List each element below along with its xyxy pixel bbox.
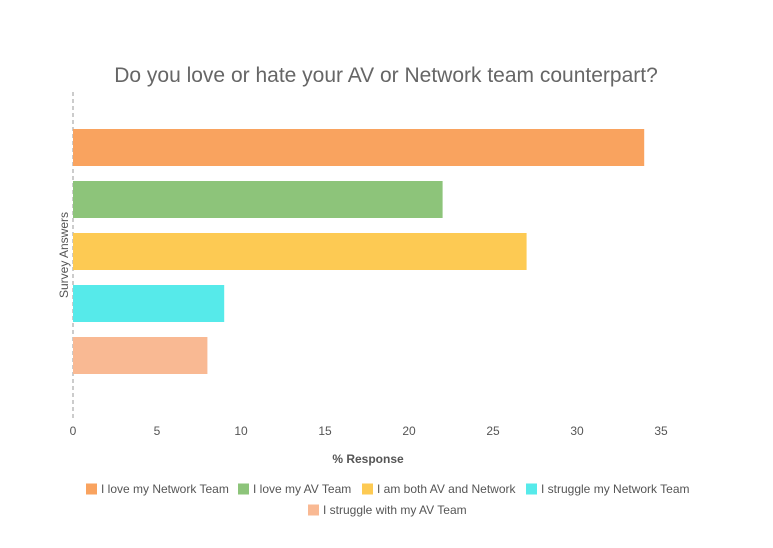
legend-label: I am both AV and Network	[377, 482, 517, 496]
legend-swatch	[238, 483, 249, 495]
legend-label: I love my AV Team	[253, 482, 351, 496]
legend-swatch	[308, 504, 319, 516]
bar-3	[73, 233, 527, 270]
legend-label: I struggle my Network Team	[541, 482, 690, 496]
legend-item[interactable]: I struggle my Network Team	[526, 482, 690, 496]
bar-2	[73, 181, 443, 218]
y-axis-title: Survey Answers	[57, 212, 71, 298]
legend-swatch	[362, 483, 373, 495]
x-tick-label: 5	[154, 424, 161, 438]
chart-title: Do you love or hate your AV or Network t…	[114, 64, 658, 87]
x-axis-ticks: 0 5 10 15 20 25 30 35	[70, 424, 668, 438]
bar-5	[73, 337, 208, 374]
legend-label: I struggle with my AV Team	[323, 503, 467, 517]
legend-swatch	[86, 483, 97, 495]
x-tick-label: 0	[70, 424, 77, 438]
x-tick-label: 15	[318, 424, 332, 438]
legend-item[interactable]: I love my AV Team	[238, 482, 351, 496]
x-axis-title: % Response	[332, 452, 404, 466]
bars	[73, 129, 645, 374]
legend-item[interactable]: I love my Network Team	[86, 482, 229, 496]
x-tick-label: 20	[402, 424, 416, 438]
x-tick-label: 35	[654, 424, 668, 438]
legend-item[interactable]: I struggle with my AV Team	[308, 503, 467, 517]
legend: I love my Network Team I love my AV Team I…	[86, 482, 690, 517]
legend-label: I love my Network Team	[101, 482, 229, 496]
bar-4	[73, 285, 225, 322]
bar-1	[73, 129, 645, 166]
legend-item[interactable]: I am both AV and Network	[362, 482, 517, 496]
x-tick-label: 10	[234, 424, 248, 438]
x-tick-label: 25	[486, 424, 500, 438]
legend-swatch	[526, 483, 537, 495]
x-tick-label: 30	[570, 424, 584, 438]
